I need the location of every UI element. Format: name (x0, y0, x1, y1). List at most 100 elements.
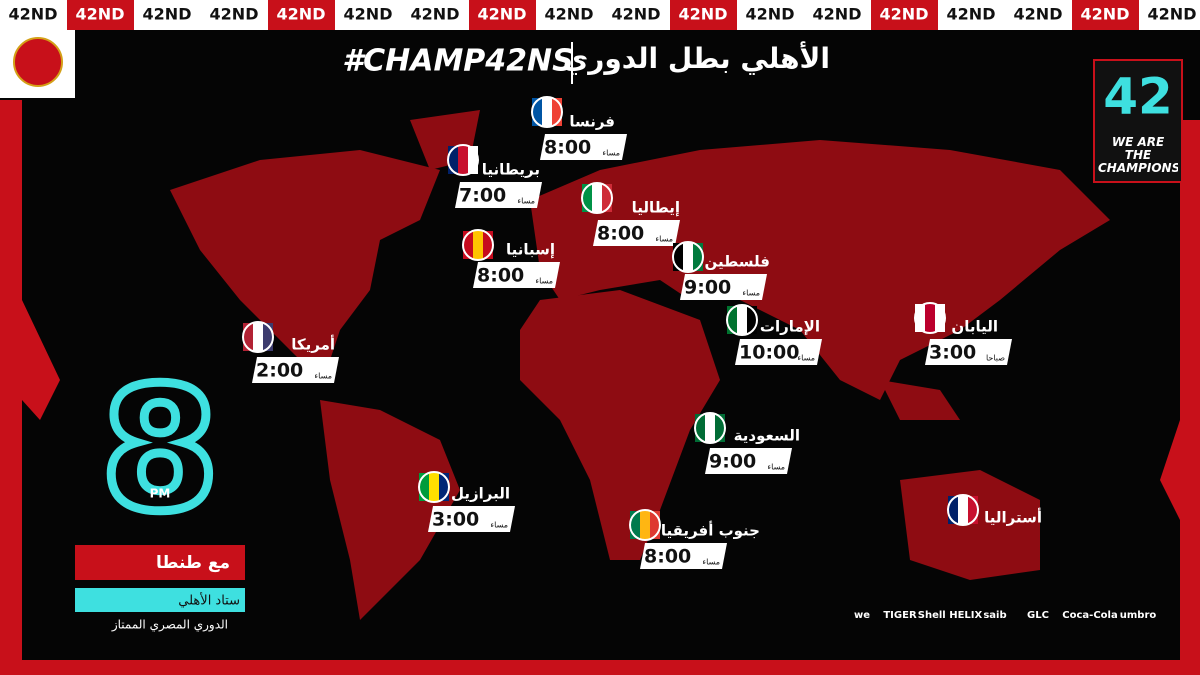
country-name: السعودية (734, 427, 800, 445)
stadium-box (75, 588, 245, 612)
period: صباحا (986, 354, 1005, 363)
flag-stripe (630, 511, 640, 539)
league: الدوري المصري الممتاز (111, 618, 228, 633)
banner-label: 42ND (344, 5, 393, 24)
time: 10:00 (739, 342, 799, 364)
period: مساء (797, 354, 815, 363)
opponent: مع طنطا (156, 553, 230, 573)
side-band (0, 100, 60, 675)
period: مساء (517, 197, 535, 206)
banner-label: 42ND (1081, 5, 1130, 24)
flag-ring (726, 304, 758, 336)
country-name: بريطانيا (482, 161, 540, 179)
flag-stripe (263, 323, 273, 351)
flag-stripe (683, 243, 693, 271)
time: 9:00 (709, 451, 756, 473)
time: 7:00 (459, 185, 506, 207)
banner-label: 42ND (947, 5, 996, 24)
countries: فرنسا 8:00 مساء بريطانيا 7:00 مساء إيطاليا 8:00… (242, 96, 1042, 569)
flag-ring (242, 321, 274, 353)
banner-label: 42ND (411, 5, 460, 24)
banner-label: 42ND (545, 5, 594, 24)
period: مساء (490, 521, 508, 530)
banner-cell (670, 0, 737, 30)
time: 9:00 (684, 277, 731, 299)
time-box (428, 506, 515, 532)
badge-number: 42 (1103, 68, 1173, 126)
country-name: أستراليا (984, 508, 1042, 527)
kickoff-period: PM (150, 487, 171, 501)
time-box (540, 134, 627, 160)
hashtag: #CHAMP42NS (342, 44, 574, 79)
flag-stripe (253, 323, 263, 351)
banner-label: 42ND (9, 5, 58, 24)
banner-label: 42ND (1014, 5, 1063, 24)
time: 8:00 (477, 265, 524, 287)
banner-label: 42ND (880, 5, 929, 24)
country-name: البرازيل (451, 485, 510, 503)
badge (1093, 59, 1183, 183)
time: 8:00 (544, 137, 591, 159)
badge-slogan: WE ARE THE CHAMPIONS (1098, 136, 1178, 175)
period: مساء (535, 277, 553, 286)
time: 8:00 (597, 223, 644, 245)
flag-stripe (532, 98, 542, 126)
badge-slogan-box: WE ARE THE CHAMPIONS (1098, 136, 1178, 175)
country-name: أمريكا (291, 335, 335, 354)
flag-ring (581, 182, 613, 214)
banner-label: 42ND (679, 5, 728, 24)
flag-stripe (715, 414, 725, 442)
sponsor: Coca-Cola (1062, 610, 1117, 621)
period: مساء (655, 235, 673, 244)
period: مساء (742, 289, 760, 298)
flag-stripe (468, 146, 478, 174)
flag-stripe (925, 304, 935, 332)
flag-stripe (483, 231, 493, 259)
banner-label: 42ND (813, 5, 862, 24)
flag-stripe (473, 231, 483, 259)
flag-ring (672, 241, 704, 273)
flag-ring (531, 96, 563, 128)
club-logo (13, 37, 63, 87)
country-name: فرنسا (569, 113, 615, 131)
time-box (640, 543, 727, 569)
banner-label: 42ND (478, 5, 527, 24)
country-name: جنوب أفريقيا (661, 521, 760, 540)
sponsor: Shell HELIX (918, 610, 983, 621)
flag-stripe (542, 98, 552, 126)
banner-label: 42ND (277, 5, 326, 24)
country-name: إسبانيا (506, 241, 555, 259)
country-name: اليابان (951, 318, 998, 336)
period: مساء (602, 149, 620, 158)
sponsor: umbro (1120, 610, 1157, 621)
flag-ring (447, 144, 479, 176)
title: الأهلي بطل الدوري (563, 41, 830, 75)
flag-stripe (582, 184, 592, 212)
banner-cell (268, 0, 335, 30)
flag-stripe (705, 414, 715, 442)
flag-stripe (552, 98, 562, 126)
flag-stripe (602, 184, 612, 212)
banner: 42ND 42ND 42ND 42ND 42ND 42ND 42ND 42ND 42ND 42ND… (9, 0, 1196, 30)
side-band (1160, 120, 1200, 675)
banner-label: 42ND (143, 5, 192, 24)
flag-stripe (958, 496, 968, 524)
banner-label: 42ND (746, 5, 795, 24)
time-box (473, 262, 560, 288)
banner-cell (871, 0, 938, 30)
flag-stripe (429, 473, 439, 501)
time: 8:00 (644, 546, 691, 568)
flag-stripe (948, 496, 958, 524)
flag-stripe (419, 473, 429, 501)
flag-stripe (727, 306, 737, 334)
country-name: فلسطين (705, 253, 770, 271)
time-box (252, 357, 339, 383)
flag-stripe (463, 231, 473, 259)
time-box (593, 220, 680, 246)
flag-stripe (968, 496, 978, 524)
banner-strip (0, 0, 1200, 30)
country-name: الإمارات (760, 318, 820, 336)
kickoff-hour: 8 (101, 351, 219, 549)
time: 3:00 (929, 342, 976, 364)
flag-stripe (243, 323, 253, 351)
